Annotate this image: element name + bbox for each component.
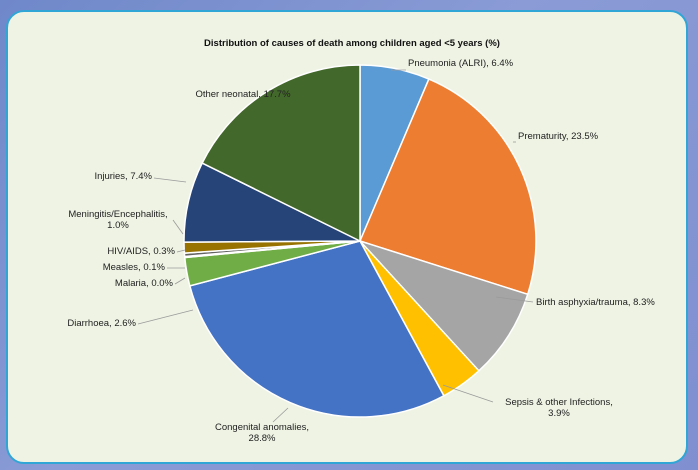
pie-chart: Distribution of causes of death among ch…: [67, 38, 655, 444]
data-label: HIV/AIDS, 0.3%: [107, 246, 175, 257]
data-label: Congenital anomalies, 28.8%: [215, 422, 309, 444]
data-label: Birth asphyxia/trauma, 8.3%: [536, 297, 655, 308]
leader-line: [176, 249, 186, 253]
data-label: Injuries, 7.4%: [94, 171, 152, 182]
data-label: Prematurity, 23.5%: [518, 131, 599, 142]
pie-slice-birth-asphyxia-trauma: [357, 239, 529, 372]
leader-line: [172, 219, 184, 235]
leader-line: [442, 384, 494, 403]
leader-line: [137, 309, 194, 325]
data-label: Measles, 0.1%: [103, 262, 166, 273]
leader-line: [495, 296, 534, 303]
pie-slice-other-neonatal: [201, 64, 361, 243]
chart-panel: Distribution of causes of death among ch…: [6, 10, 688, 464]
pie-slice-congenital-anomalies: [188, 240, 445, 418]
data-label: Meningitis/Encephalitis, 1.0%: [68, 209, 167, 231]
leader-line: [272, 407, 289, 423]
leader-line: [174, 277, 186, 285]
data-label: Malaria, 0.0%: [115, 278, 174, 289]
data-label: Sepsis & other Infections, 3.9%: [505, 397, 613, 419]
pie-slice-prematurity: [358, 78, 537, 296]
chart-title: Distribution of causes of death among ch…: [204, 38, 500, 49]
data-label: Diarrhoea, 2.6%: [67, 318, 136, 329]
data-label: Pneumonia (ALRI), 6.4%: [408, 58, 514, 69]
data-label: Other neonatal, 17.7%: [195, 89, 291, 100]
leader-line: [153, 177, 187, 183]
